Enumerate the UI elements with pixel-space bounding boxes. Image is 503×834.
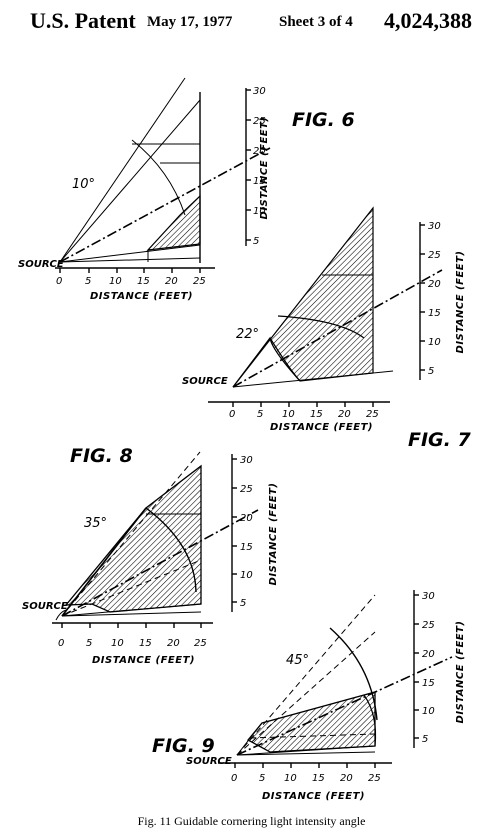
fig8-y-axis-title: DISTANCE (FEET) — [268, 483, 279, 586]
fig7-x-tick: 25 — [366, 409, 379, 420]
fig6-x-tick: 15 — [137, 276, 150, 287]
fig8-source-label: SOURCE — [22, 601, 68, 612]
fig8-y-tick: 25 — [240, 484, 253, 495]
patent-date: May 17, 1977 — [147, 14, 233, 30]
fig8-x-tick: 20 — [167, 638, 180, 649]
fig8-x-tick: 10 — [111, 638, 124, 649]
fig9-x-tick: 20 — [340, 773, 353, 784]
fig6-x-axis-title: DISTANCE (FEET) — [90, 291, 193, 302]
figure-6: FIG. 6 10° SOURCE DISTANCE (FEET) DISTAN… — [18, 77, 355, 302]
fig7-y-tick: 10 — [428, 337, 441, 348]
fig7-x-tick: 15 — [310, 409, 323, 420]
figure-7: FIG. 7 22° SOURCE DISTANCE (FEET) DISTAN… — [182, 206, 471, 451]
fig8-label: FIG. 8 — [70, 445, 133, 467]
fig7-axes — [208, 222, 425, 407]
fig6-x-tick: 10 — [109, 276, 122, 287]
fig9-x-tick: 15 — [312, 773, 325, 784]
fig7-y-tick: 25 — [428, 250, 441, 261]
figure-caption: Fig. 11 Guidable cornering light intensi… — [137, 814, 366, 828]
fig7-y-tick: 20 — [428, 279, 441, 290]
fig7-x-tick: 0 — [229, 409, 235, 420]
fig9-x-tick: 0 — [231, 773, 237, 784]
fig8-axes — [52, 454, 237, 628]
fig9-x-ticks: 0 5 10 15 20 25 — [231, 773, 381, 784]
fig7-x-tick: 20 — [338, 409, 351, 420]
fig8-x-tick: 15 — [139, 638, 152, 649]
fig9-y-tick: 10 — [422, 706, 435, 717]
fig9-y-tick: 5 — [422, 734, 428, 745]
fig6-x-tick: 20 — [165, 276, 178, 287]
fig8-y-tick: 20 — [240, 513, 253, 524]
fig8-y-tick: 10 — [240, 570, 253, 581]
fig6-source-label: SOURCE — [18, 259, 64, 270]
fig9-axes — [218, 590, 419, 768]
fig9-beam — [236, 594, 453, 756]
fig9-y-axis-title: DISTANCE (FEET) — [455, 621, 466, 724]
fig6-y-tick: 20 — [253, 146, 266, 157]
fig7-x-tick: 10 — [282, 409, 295, 420]
fig9-x-axis-title: DISTANCE (FEET) — [262, 791, 365, 802]
fig6-y-tick: 15 — [253, 176, 266, 187]
fig6-x-tick: 25 — [193, 276, 206, 287]
fig6-y-tick: 5 — [253, 236, 259, 247]
fig6-y-ticks: 5 10 15 20 25 30 — [253, 86, 266, 247]
figure-8: FIG. 8 35° SOURCE DISTANCE (FEET) DISTAN… — [22, 445, 279, 666]
fig8-angle-label: 35° — [84, 516, 107, 531]
patent-number: 4,024,388 — [384, 8, 472, 33]
fig7-y-axis-title: DISTANCE (FEET) — [455, 251, 466, 354]
fig7-x-tick: 5 — [257, 409, 263, 420]
fig7-y-tick: 15 — [428, 308, 441, 319]
fig8-y-tick: 30 — [240, 455, 253, 466]
figure-9: FIG. 9 45° SOURCE DISTANCE (FEET) DISTAN… — [152, 590, 466, 802]
fig7-source-label: SOURCE — [182, 376, 228, 387]
fig8-x-ticks: 0 5 10 15 20 25 — [58, 638, 207, 649]
fig9-y-tick: 30 — [422, 591, 435, 602]
fig7-y-tick: 30 — [428, 221, 441, 232]
fig7-label: FIG. 7 — [408, 429, 471, 451]
fig6-y-tick: 30 — [253, 86, 266, 97]
fig9-source-label: SOURCE — [186, 756, 232, 767]
fig6-x-ticks: 0 5 10 15 20 25 — [56, 276, 206, 287]
fig9-y-tick: 20 — [422, 649, 435, 660]
fig9-angle-label: 45° — [286, 653, 309, 668]
fig6-x-tick: 0 — [56, 276, 62, 287]
fig6-y-axis-title: DISTANCE (FEET) — [259, 117, 270, 220]
fig7-beam — [232, 206, 443, 388]
fig6-angle-label: 10° — [72, 177, 95, 192]
fig7-y-tick: 5 — [428, 366, 434, 377]
fig6-x-tick: 5 — [85, 276, 91, 287]
fig7-angle-label: 22° — [236, 327, 259, 342]
fig9-x-tick: 10 — [284, 773, 297, 784]
fig8-y-tick: 5 — [240, 598, 246, 609]
fig9-y-tick: 25 — [422, 620, 435, 631]
fig7-x-ticks: 0 5 10 15 20 25 — [229, 409, 379, 420]
fig9-x-tick: 5 — [259, 773, 265, 784]
fig8-x-tick: 25 — [194, 638, 207, 649]
fig6-y-tick: 25 — [253, 116, 266, 127]
fig9-y-ticks: 5 10 15 20 25 30 — [422, 591, 435, 745]
fig8-y-ticks: 5 10 15 20 25 30 — [240, 455, 253, 609]
fig9-label: FIG. 9 — [152, 735, 215, 757]
fig6-label: FIG. 6 — [292, 109, 355, 131]
fig8-x-tick: 0 — [58, 638, 64, 649]
sheet-number: Sheet 3 of 4 — [279, 14, 353, 30]
fig7-y-ticks: 5 10 15 20 25 30 — [428, 221, 441, 377]
fig7-x-axis-title: DISTANCE (FEET) — [270, 422, 373, 433]
fig8-y-tick: 15 — [240, 542, 253, 553]
fig9-x-tick: 25 — [368, 773, 381, 784]
fig8-beam — [55, 451, 259, 621]
patent-label: U.S. Patent — [30, 8, 136, 33]
fig6-y-tick: 10 — [253, 206, 266, 217]
fig8-x-axis-title: DISTANCE (FEET) — [92, 655, 195, 666]
fig6-beam — [59, 77, 271, 263]
fig8-x-tick: 5 — [86, 638, 92, 649]
fig9-y-tick: 15 — [422, 678, 435, 689]
